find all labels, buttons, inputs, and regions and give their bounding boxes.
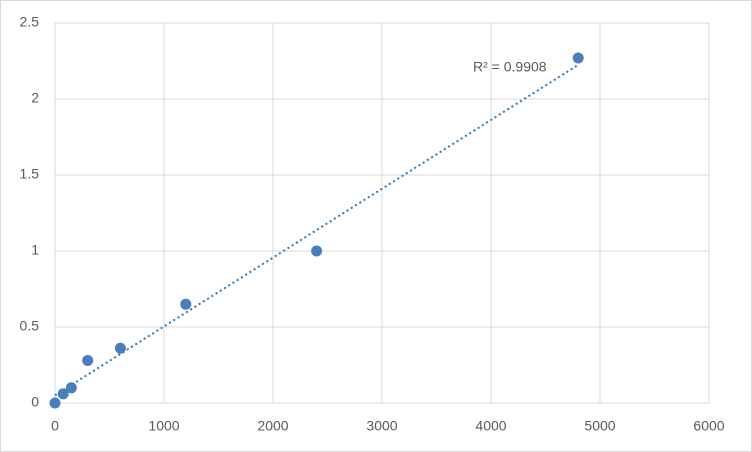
point <box>180 298 192 310</box>
x-tick-label: 4000 <box>475 418 506 434</box>
point <box>114 342 126 354</box>
y-tick-label: 0 <box>31 394 39 410</box>
y-tick-label: 1.5 <box>20 166 40 182</box>
y-tick-label: 1 <box>31 242 39 258</box>
x-tick-label: 0 <box>51 418 59 434</box>
point <box>57 388 69 400</box>
x-tick-label: 1000 <box>148 418 179 434</box>
point <box>82 354 94 366</box>
x-tick-label: 5000 <box>584 418 615 434</box>
y-tick-label: 2.5 <box>20 14 40 30</box>
y-tick-label: 2 <box>31 90 39 106</box>
trendline-label: R² = 0.9908 <box>473 59 547 75</box>
y-tick-label: 0.5 <box>20 318 40 334</box>
point <box>572 52 584 64</box>
x-tick-label: 2000 <box>257 418 288 434</box>
trendline <box>54 64 579 397</box>
x-tick-label: 3000 <box>366 418 397 434</box>
x-tick-label: 6000 <box>693 418 724 434</box>
point <box>311 245 323 257</box>
point <box>49 397 61 409</box>
point <box>65 382 77 394</box>
